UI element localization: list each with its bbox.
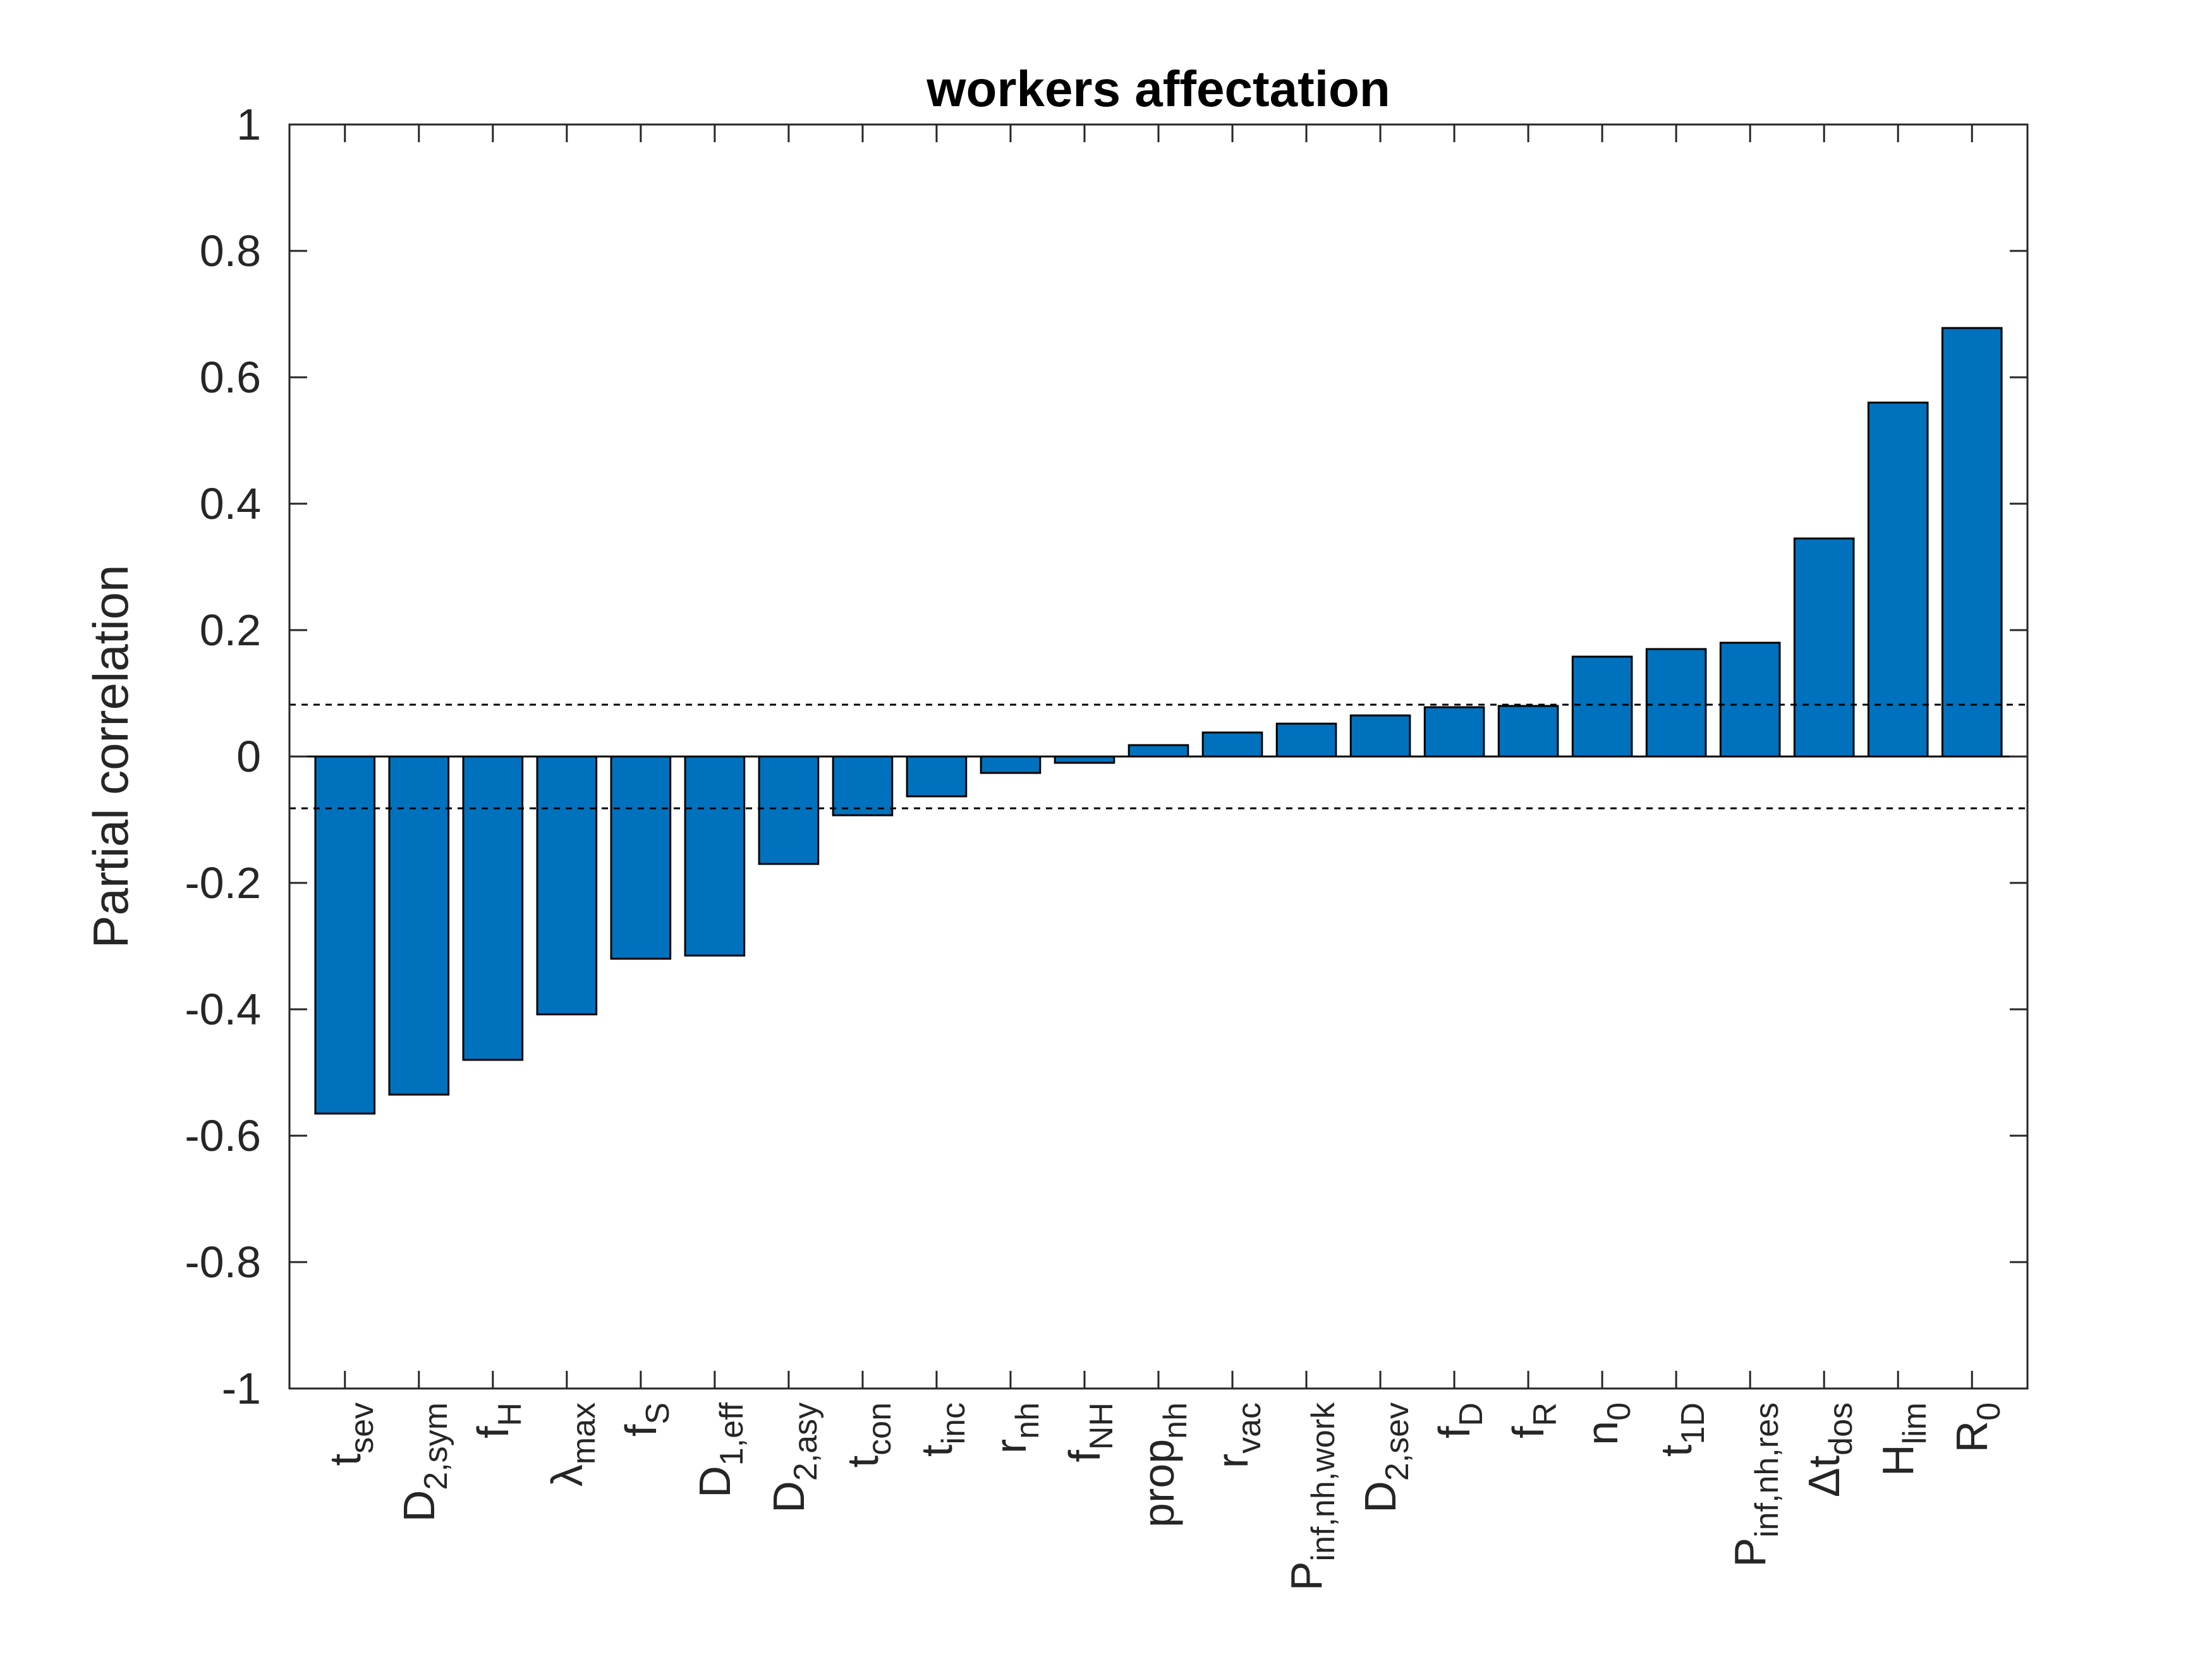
y-tick-label: -0.8 [185,1237,261,1287]
y-tick-label: 1 [236,100,261,149]
y-tick-label: -0.2 [185,858,261,908]
x-tick-label: Hlim [1873,1402,1933,1476]
bar [1867,401,1929,758]
bar [1793,537,1855,758]
x-tick-label: rvac [1208,1402,1268,1468]
bar [1571,655,1633,758]
x-tick-label: Pinf,nh,res [1725,1402,1785,1567]
x-tick-label: fR [1504,1402,1564,1438]
x-tick-label: D2,asy [764,1402,824,1513]
x-tick-label: Pinf,nh,work [1282,1402,1342,1591]
y-tick-label: 0.6 [200,353,261,402]
x-tick-label: t1D [1651,1402,1711,1457]
bar [758,755,820,865]
y-tick-label: 0 [236,732,261,781]
y-tick-label: 0.8 [200,226,261,276]
x-tick-label: D2,sym [394,1402,454,1522]
x-tick-label: propnh [1134,1402,1194,1528]
bar [1941,327,2003,758]
bar [1423,706,1485,758]
bar [980,755,1042,774]
y-tick-label: 0.4 [200,479,261,528]
bar [1275,722,1337,758]
chart-title: workers affectation [926,61,1390,117]
x-tick-label: fD [1430,1402,1490,1438]
bar [832,755,894,817]
x-tick-label: fS [616,1402,676,1437]
bar [1127,744,1189,758]
x-tick-label: fH [468,1402,528,1438]
bar [536,755,598,1016]
bar [1719,641,1781,758]
y-tick-label: 0.2 [200,605,261,655]
bar [314,755,376,1115]
x-tick-label: R0 [1947,1402,2007,1452]
bar [388,755,450,1096]
x-tick-label: D1,eff [690,1402,750,1497]
bar [610,755,672,960]
bar [1349,714,1411,758]
bar [906,755,968,798]
y-tick-label: -0.6 [185,1111,261,1160]
bar [1497,705,1559,758]
bar [1201,731,1263,758]
y-axis-label: Partial correlation [83,565,138,949]
x-tick-label: tcon [838,1402,898,1468]
x-tick-label: tsev [320,1402,380,1466]
bar [684,755,746,957]
bar [462,755,524,1061]
y-tick-label: -0.4 [185,985,261,1034]
bar [1645,648,1707,758]
x-tick-label: tinc [912,1402,972,1457]
x-tick-label: D2,sev [1356,1402,1416,1513]
x-tick-label: rnh [986,1402,1046,1454]
x-tick-label: λmax [542,1402,602,1486]
x-tick-label: fNH [1060,1402,1120,1462]
y-tick-label: -1 [222,1364,261,1413]
x-tick-label: Δtdos [1799,1402,1859,1497]
x-tick-label: n0 [1577,1402,1638,1445]
